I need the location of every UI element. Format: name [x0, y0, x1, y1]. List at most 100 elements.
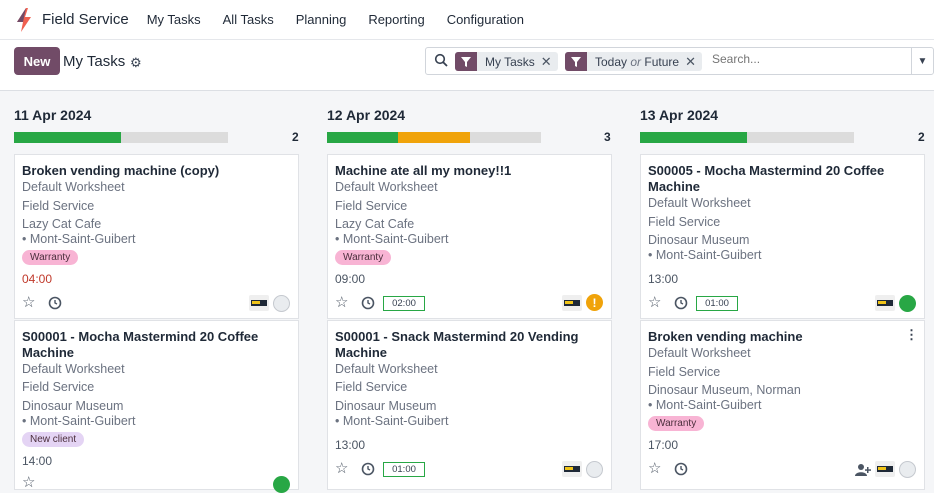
task-project: Field Service — [648, 365, 721, 379]
task-worksheet: Default Worksheet — [335, 180, 438, 194]
task-card[interactable]: ⋮ Broken vending machine Default Workshe… — [640, 320, 925, 490]
task-title: Broken vending machine — [648, 329, 803, 344]
search-icon[interactable] — [434, 53, 448, 67]
star-icon[interactable]: ☆ — [648, 294, 662, 311]
facet-or: or — [630, 54, 642, 69]
avatar[interactable] — [249, 295, 269, 311]
avatar[interactable] — [562, 461, 582, 477]
assign-user-icon[interactable] — [855, 463, 871, 476]
task-time: 09:00 — [335, 272, 366, 286]
timer-badge[interactable]: 01:00 — [383, 462, 425, 477]
column-count: 2 — [918, 130, 925, 144]
task-worksheet: Default Worksheet — [22, 180, 125, 194]
avatar[interactable] — [875, 295, 895, 311]
avatar[interactable] — [562, 295, 582, 311]
menu-my-tasks[interactable]: My Tasks — [146, 12, 201, 27]
timer-badge[interactable]: 01:00 — [696, 296, 738, 311]
task-card[interactable]: Broken vending machine (copy) Default Wo… — [14, 154, 299, 319]
task-project: Field Service — [22, 380, 95, 394]
task-project: Field Service — [335, 380, 408, 394]
avatar[interactable] — [875, 461, 895, 477]
status-indicator[interactable] — [273, 295, 290, 312]
field-service-logo-icon[interactable] — [14, 7, 34, 32]
filter-facet-my-tasks: My Tasks ✕ — [455, 52, 558, 71]
star-icon[interactable]: ☆ — [648, 460, 662, 477]
task-title: Broken vending machine (copy) — [22, 163, 220, 178]
column-progress-bar[interactable] — [640, 132, 854, 143]
task-city: • Mont-Saint-Guibert — [648, 398, 762, 412]
status-indicator[interactable]: ! — [586, 294, 603, 311]
filter-facet-date: Today or Future ✕ — [565, 52, 702, 71]
control-panel: New My Tasks ⚙ My Tasks ✕ Today or Futur… — [0, 40, 934, 91]
progress-segment-done[interactable] — [327, 132, 399, 143]
task-time: 14:00 — [22, 454, 53, 468]
task-project: Field Service — [22, 199, 95, 213]
search-input[interactable] — [712, 52, 892, 66]
search-bar[interactable]: My Tasks ✕ Today or Future ✕ ▼ — [425, 47, 934, 75]
star-icon[interactable]: ☆ — [22, 294, 36, 311]
menu-configuration[interactable]: Configuration — [446, 12, 525, 27]
star-icon[interactable]: ☆ — [335, 460, 349, 477]
facet-label: My Tasks — [485, 54, 535, 69]
task-city: • Mont-Saint-Guibert — [335, 414, 449, 428]
card-menu-icon[interactable]: ⋮ — [905, 327, 918, 342]
clock-icon[interactable] — [674, 296, 688, 310]
kanban-column-12-apr: 12 Apr 2024 3 Machine ate all my money!!… — [327, 91, 627, 490]
column-title[interactable]: 11 Apr 2024 — [14, 107, 92, 123]
column-count: 2 — [292, 130, 299, 144]
status-indicator[interactable] — [273, 476, 290, 493]
clock-icon[interactable] — [48, 296, 62, 310]
clock-icon[interactable] — [361, 296, 375, 310]
task-city: • Mont-Saint-Guibert — [22, 232, 136, 246]
kanban-column-11-apr: 11 Apr 2024 2 Broken vending machine (co… — [14, 91, 314, 493]
task-city: • Mont-Saint-Guibert — [335, 232, 449, 246]
task-project: Field Service — [335, 199, 408, 213]
task-title: S00001 - Snack Mastermind 20 Vending Mac… — [335, 329, 579, 360]
timer-badge[interactable]: 02:00 — [383, 296, 425, 311]
task-customer: Dinosaur Museum — [335, 399, 437, 413]
task-project: Field Service — [648, 215, 721, 229]
task-worksheet: Default Worksheet — [648, 346, 751, 360]
column-title[interactable]: 13 Apr 2024 — [640, 107, 719, 123]
task-card[interactable]: Machine ate all my money!!1 Default Work… — [327, 154, 612, 319]
clock-icon[interactable] — [674, 462, 688, 476]
task-customer: Lazy Cat Cafe — [335, 217, 415, 231]
tag-new-client: New client — [22, 432, 85, 447]
search-options-dropdown-icon[interactable]: ▼ — [911, 48, 933, 74]
task-worksheet: Default Worksheet — [335, 362, 438, 376]
task-time: 17:00 — [648, 438, 679, 452]
task-customer: Dinosaur Museum, Norman — [648, 383, 801, 397]
kanban-column-13-apr: 13 Apr 2024 2 S00005 - Mocha Mastermind … — [640, 91, 934, 490]
tag-warranty: Warranty — [648, 416, 705, 431]
task-title: S00001 - Mocha Mastermind 20 Coffee Mach… — [22, 329, 259, 360]
task-time: 13:00 — [335, 438, 366, 452]
status-indicator[interactable] — [899, 461, 916, 478]
facet-label: Today or Future — [587, 55, 685, 69]
filter-icon — [565, 52, 587, 71]
status-indicator[interactable] — [586, 461, 603, 478]
remove-facet-icon[interactable]: ✕ — [685, 53, 696, 69]
star-icon[interactable]: ☆ — [22, 474, 36, 491]
task-city: • Mont-Saint-Guibert — [648, 248, 762, 262]
task-worksheet: Default Worksheet — [648, 196, 751, 210]
menu-reporting[interactable]: Reporting — [368, 12, 425, 27]
star-icon[interactable]: ☆ — [335, 294, 349, 311]
progress-segment-done[interactable] — [640, 132, 747, 143]
task-card[interactable]: S00005 - Mocha Mastermind 20 Coffee Mach… — [640, 154, 925, 319]
task-card[interactable]: S00001 - Snack Mastermind 20 Vending Mac… — [327, 320, 612, 490]
tag-warranty: Warranty — [22, 250, 79, 265]
clock-icon[interactable] — [361, 462, 375, 476]
progress-segment-done[interactable] — [14, 132, 121, 143]
progress-segment-warning[interactable] — [398, 132, 470, 143]
app-name[interactable]: Field Service — [42, 11, 129, 28]
gear-icon[interactable]: ⚙ — [130, 55, 142, 70]
column-progress-bar[interactable] — [14, 132, 228, 143]
column-progress-bar[interactable] — [327, 132, 541, 143]
menu-all-tasks[interactable]: All Tasks — [222, 12, 274, 27]
menu-planning[interactable]: Planning — [295, 12, 347, 27]
column-title[interactable]: 12 Apr 2024 — [327, 107, 406, 123]
task-card[interactable]: S00001 - Mocha Mastermind 20 Coffee Mach… — [14, 320, 299, 493]
status-indicator[interactable] — [899, 295, 916, 312]
remove-facet-icon[interactable]: ✕ — [540, 53, 552, 69]
new-button[interactable]: New — [14, 47, 60, 75]
